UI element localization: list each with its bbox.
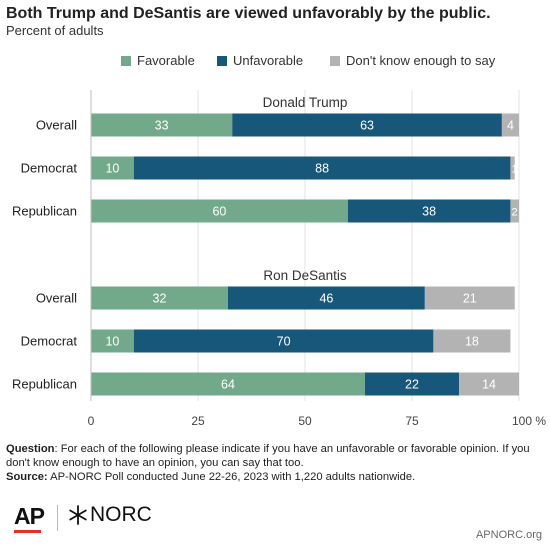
data-label: 60	[212, 205, 226, 219]
bar-segment	[133, 329, 434, 353]
bar-segment	[133, 156, 511, 180]
x-tick-label: 25	[191, 414, 205, 428]
bar-segment	[91, 199, 348, 223]
data-label: 22	[405, 378, 419, 392]
logo-divider	[57, 505, 58, 531]
footnote: Question: For each of the following plea…	[6, 442, 546, 484]
data-label: 32	[153, 292, 167, 306]
ap-logo-underline	[14, 530, 41, 533]
data-label: 33	[155, 119, 169, 133]
bar-segment	[232, 113, 502, 137]
data-label: 1	[511, 164, 517, 176]
legend-swatch-unfavorable	[217, 55, 227, 66]
group-title: Ron DeSantis	[263, 268, 347, 283]
legend-label-favorable: Favorable	[137, 53, 195, 68]
bar-segment	[433, 329, 511, 353]
ap-logo: AP	[14, 503, 45, 529]
bar-segment	[424, 286, 515, 310]
bar-segment	[91, 156, 134, 180]
bar-segment	[364, 372, 460, 396]
legend-item-dont-know: Don't know enough to say	[330, 53, 495, 68]
legend-swatch-dont-know	[330, 55, 340, 66]
bar-segment	[91, 286, 228, 310]
chart-title: Both Trump and DeSantis are viewed unfav…	[6, 5, 491, 22]
question-text: : For each of the following please indic…	[6, 443, 530, 469]
group-title: Donald Trump	[263, 95, 348, 110]
bar-segment	[459, 372, 519, 396]
legend-swatch-favorable	[121, 55, 131, 66]
x-tick-label: 100 %	[512, 414, 546, 428]
data-label: 10	[105, 335, 119, 349]
legend-item-favorable: Favorable	[121, 53, 195, 68]
bar-segment	[510, 156, 515, 180]
legend-label-dont-know: Don't know enough to say	[346, 53, 496, 68]
data-label: 4	[507, 119, 514, 133]
source-label: Source:	[6, 471, 48, 483]
x-tick-label: 0	[88, 414, 95, 428]
data-label: 64	[221, 378, 235, 392]
category-label: Overall	[36, 291, 77, 306]
data-label: 63	[360, 119, 374, 133]
bar-segment	[91, 329, 134, 353]
data-label: 10	[105, 162, 119, 176]
bar-segment	[91, 372, 365, 396]
norc-logo-text: NORC	[90, 503, 152, 526]
bar-segment	[347, 199, 511, 223]
legend-item-unfavorable: Unfavorable	[217, 53, 303, 68]
data-label: 70	[277, 335, 291, 349]
legend-label-unfavorable: Unfavorable	[233, 53, 304, 68]
data-label: 38	[422, 205, 436, 219]
x-tick-label: 50	[298, 414, 312, 428]
data-label: 21	[463, 292, 477, 306]
category-label: Democrat	[21, 334, 78, 349]
norc-star-icon	[69, 505, 87, 525]
bar-segment	[501, 113, 519, 137]
chart-subtitle: Percent of adults	[6, 23, 104, 38]
source-text: AP-NORC Poll conducted June 22-26, 2023 …	[47, 471, 416, 483]
bar-segment	[91, 113, 233, 137]
x-tick-label: 75	[405, 414, 419, 428]
data-label: 18	[465, 335, 479, 349]
category-label: Republican	[12, 204, 77, 219]
data-label: 88	[315, 162, 329, 176]
data-label: 2	[511, 207, 517, 219]
bar-segment	[510, 199, 519, 223]
category-label: Democrat	[21, 161, 78, 176]
category-label: Republican	[12, 377, 77, 392]
category-label: Overall	[36, 118, 77, 133]
stacked-bar-chart: 0 25 50 75 100 % Donald Trump Overall 33 63 4 Demo…	[12, 90, 546, 428]
bar-segment	[227, 286, 425, 310]
question-label: Question	[6, 443, 55, 455]
source-url: APNORC.org	[475, 529, 542, 541]
data-label: 14	[482, 378, 496, 392]
norc-logo: NORC	[68, 503, 152, 527]
data-label: 46	[319, 292, 333, 306]
